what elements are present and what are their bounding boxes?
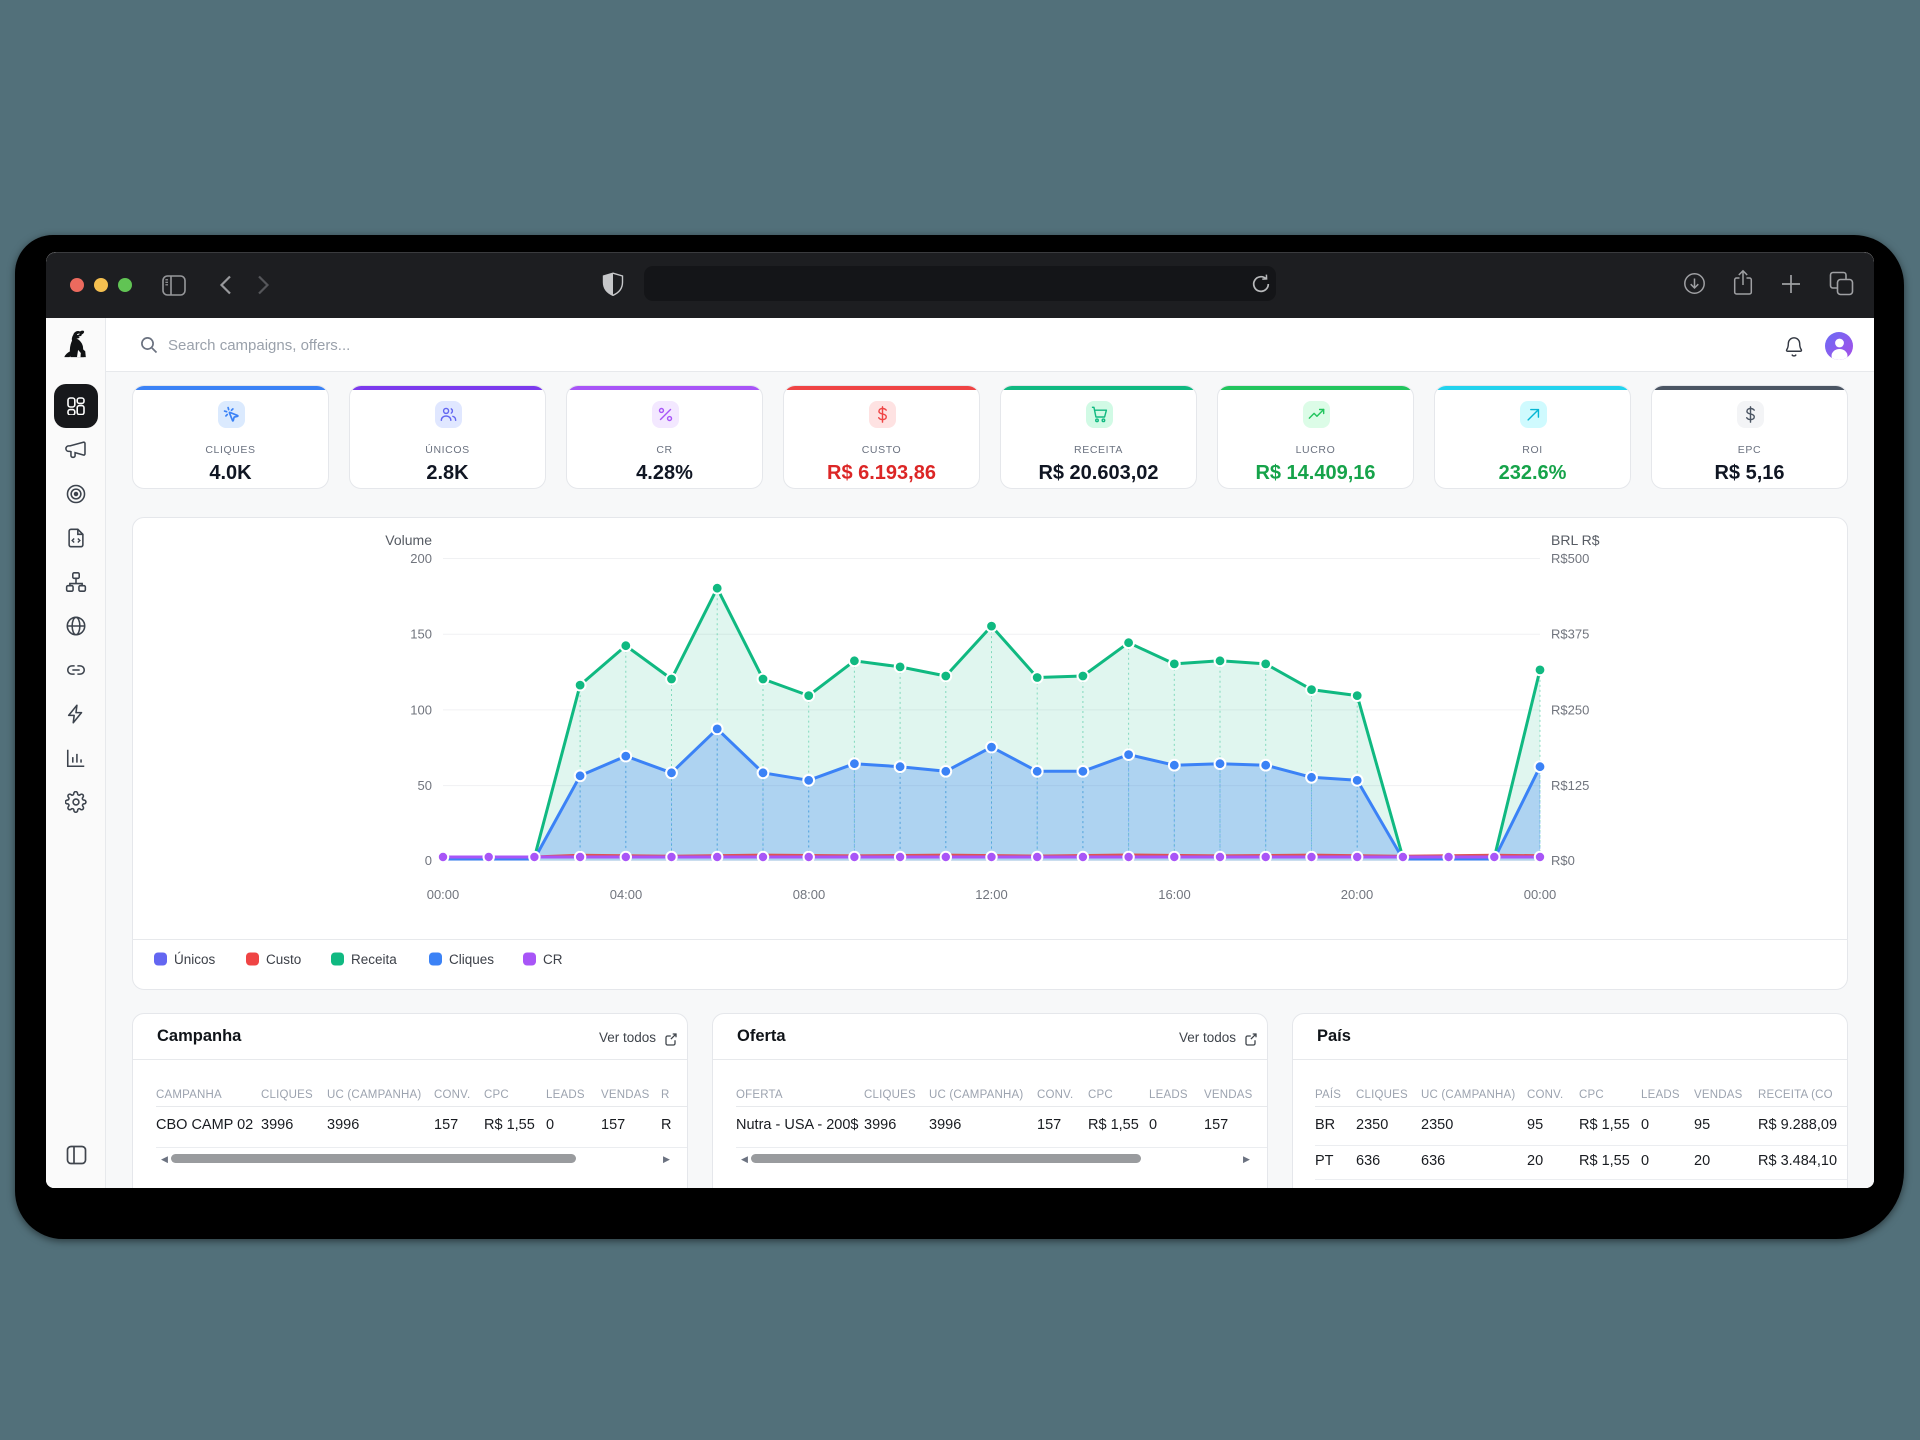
svg-text:R$375: R$375 <box>1551 627 1589 642</box>
svg-text:12:00: 12:00 <box>975 887 1008 902</box>
svg-text:Receita: Receita <box>351 952 397 967</box>
svg-text:R$125: R$125 <box>1551 778 1589 793</box>
svg-text:Cliques: Cliques <box>449 952 494 967</box>
svg-text:150: 150 <box>410 627 432 642</box>
svg-text:R$500: R$500 <box>1551 551 1589 566</box>
svg-text:16:00: 16:00 <box>1158 887 1191 902</box>
svg-text:00:00: 00:00 <box>427 887 460 902</box>
svg-text:R$250: R$250 <box>1551 702 1589 717</box>
svg-text:BRL R$: BRL R$ <box>1551 532 1600 548</box>
svg-text:R$0: R$0 <box>1551 853 1575 868</box>
svg-text:100: 100 <box>410 702 432 717</box>
svg-text:00:00: 00:00 <box>1524 887 1557 902</box>
svg-text:CR: CR <box>543 952 563 967</box>
svg-text:04:00: 04:00 <box>610 887 643 902</box>
svg-text:Únicos: Únicos <box>174 952 216 967</box>
svg-text:Volume: Volume <box>385 532 432 548</box>
svg-text:Custo: Custo <box>266 952 301 967</box>
svg-text:20:00: 20:00 <box>1341 887 1374 902</box>
svg-text:200: 200 <box>410 551 432 566</box>
svg-text:0: 0 <box>425 853 432 868</box>
svg-text:50: 50 <box>418 778 432 793</box>
svg-text:08:00: 08:00 <box>793 887 826 902</box>
